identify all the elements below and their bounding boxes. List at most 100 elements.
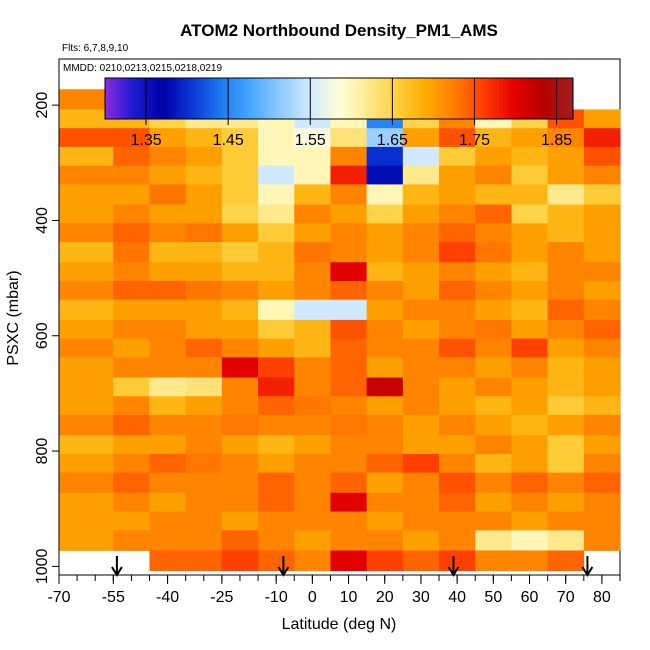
heatmap-cell: [511, 242, 549, 263]
heatmap-cell: [511, 435, 549, 455]
colorbar-segment: [413, 78, 418, 119]
heatmap-cell: [258, 319, 295, 340]
heatmap-cell: [221, 453, 259, 474]
heatmap-cell: [149, 146, 187, 167]
heatmap-cell: [258, 204, 295, 224]
heatmap-cell: [258, 146, 295, 167]
colorbar-segment: [292, 78, 297, 119]
heatmap-cell: [258, 472, 295, 494]
colorbar-segment: [495, 78, 500, 119]
heatmap-cell: [149, 453, 187, 474]
colorbar-segment: [202, 78, 207, 119]
heatmap-cell: [366, 299, 404, 321]
colorbar-segment: [147, 78, 153, 119]
heatmap-cell: [547, 146, 585, 167]
heatmap-cell: [113, 280, 150, 301]
heatmap-cell: [366, 128, 404, 148]
colorbar-segment: [179, 78, 184, 119]
colorbar-segment: [268, 78, 274, 119]
heatmap-cell: [475, 511, 512, 531]
heatmap-cell: [149, 165, 187, 185]
heatmap-cell: [330, 472, 368, 494]
colorbar-tick-label: 1.35: [130, 132, 161, 149]
heatmap-cell: [185, 396, 223, 416]
heatmap-cell: [294, 165, 331, 185]
colorbar-segment: [491, 78, 496, 119]
heatmap-cell: [511, 223, 549, 243]
heatmap-cell: [330, 492, 368, 512]
colorbar-segment: [537, 78, 543, 119]
heatmap-cell: [258, 262, 295, 282]
heatmap-cell: [185, 377, 223, 397]
colorbar-segment: [163, 78, 168, 119]
heatmap-cell: [583, 109, 621, 129]
heatmap-cell: [149, 319, 187, 340]
heatmap-cell: [149, 377, 187, 397]
heatmap-cell: [149, 223, 187, 243]
colorbar-segment: [249, 78, 254, 119]
colorbar: 1.35 1.45 1.55 1.65 1.75 1.85: [104, 77, 574, 149]
heatmap-cell: [221, 530, 259, 551]
heatmap-cell: [547, 472, 585, 494]
heatmap-cell: [330, 550, 368, 572]
colorbar-segment: [354, 78, 359, 119]
heatmap-cell: [439, 511, 476, 531]
heatmap-cell: [402, 435, 440, 455]
colorbar-segment: [315, 78, 320, 119]
heatmap-cell: [258, 242, 295, 263]
heatmap-cell: [221, 184, 259, 205]
heatmap-cell: [59, 530, 114, 551]
heatmap-cell: [149, 396, 187, 416]
x-tick-label: 40: [448, 589, 466, 606]
x-tick-label: 20: [376, 589, 394, 606]
heatmap-cell: [149, 492, 187, 512]
heatmap-cell: [366, 242, 404, 263]
heatmap-cell: [294, 184, 331, 205]
heatmap-cell: [258, 128, 295, 148]
heatmap-cell: [475, 492, 512, 512]
heatmap-cell: [439, 357, 476, 378]
heatmap-cell: [402, 242, 440, 263]
colorbar-segment: [284, 78, 289, 119]
heatmap-cell: [330, 338, 368, 358]
colorbar-segment: [420, 78, 426, 119]
heatmap-cell: [366, 530, 404, 551]
heatmap-cell: [330, 415, 368, 436]
heatmap-cell: [402, 319, 440, 340]
heatmap-cell: [258, 338, 295, 358]
colorbar-segment: [136, 78, 141, 119]
heatmap-cell: [330, 435, 368, 455]
heatmap-cell: [330, 511, 368, 531]
colorbar-segment: [506, 78, 512, 119]
heatmap-cell: [294, 415, 331, 436]
colorbar-segment: [132, 78, 137, 119]
heatmap-cell: [583, 128, 621, 148]
heatmap-cell: [113, 319, 150, 340]
colorbar-segment: [264, 78, 270, 119]
heatmap-cell: [330, 280, 368, 301]
heatmap-cell: [511, 472, 549, 494]
heatmap-cell: [475, 357, 512, 378]
heatmap-cell: [583, 204, 621, 224]
heatmap-cell: [149, 280, 187, 301]
heatmap-cell: [547, 511, 585, 531]
colorbar-segment: [409, 78, 414, 119]
colorbar-segment: [553, 78, 558, 119]
heatmap-cell: [439, 396, 476, 416]
y-tick-label: 1000: [34, 548, 51, 584]
colorbar-segment: [339, 78, 344, 119]
heatmap-cell: [330, 453, 368, 474]
heatmap-cell: [402, 223, 440, 243]
heatmap-cell: [439, 223, 476, 243]
heatmap-cells: [59, 89, 621, 572]
heatmap-cell: [59, 109, 114, 129]
colorbar-segment: [272, 78, 278, 119]
heatmap-cell: [221, 435, 259, 455]
heatmap-cell: [330, 165, 368, 185]
heatmap-cell: [547, 223, 585, 243]
heatmap-cell: [330, 262, 368, 282]
colorbar-segment: [214, 78, 219, 119]
heatmap-cell: [294, 550, 331, 572]
heatmap-cell: [258, 396, 295, 416]
heatmap-cell: [366, 472, 404, 494]
